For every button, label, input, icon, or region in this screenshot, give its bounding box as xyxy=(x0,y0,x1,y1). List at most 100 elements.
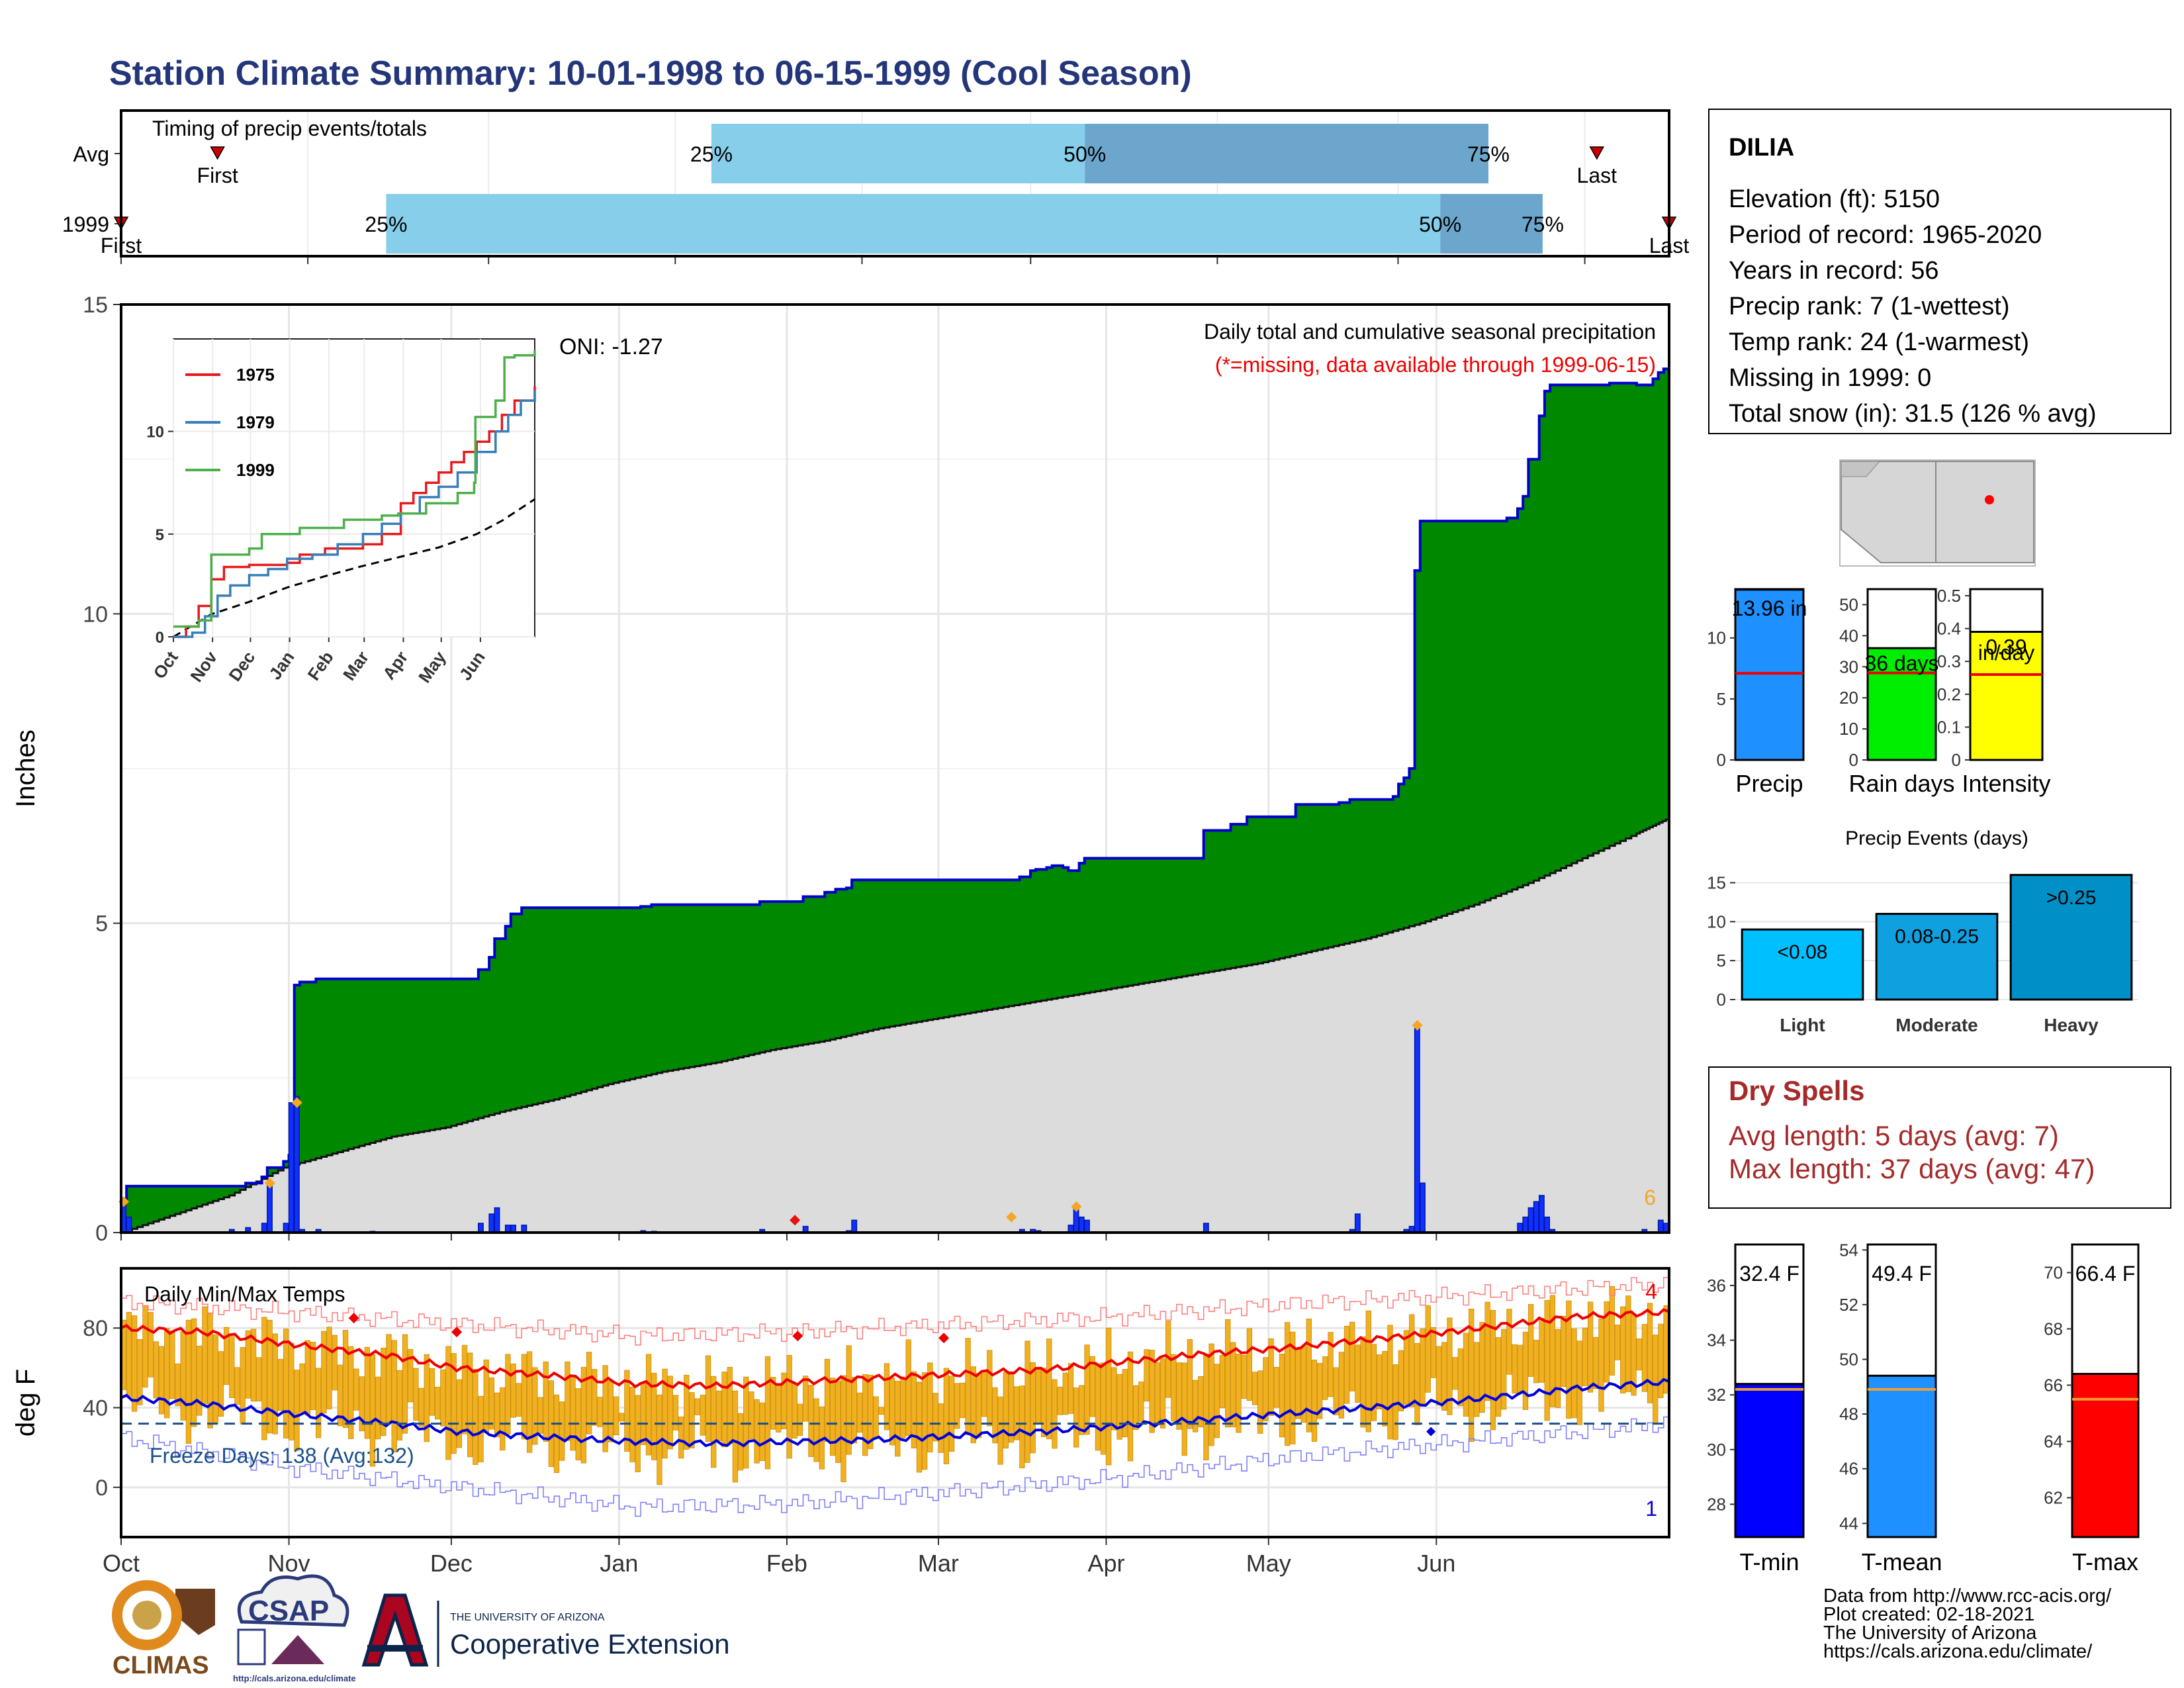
daily-temp-bar xyxy=(781,1372,787,1429)
daily-temp-bar xyxy=(1614,1325,1621,1360)
csap-wordmark: CSAP xyxy=(248,1595,329,1627)
summary-value-label: 13.96 in xyxy=(1732,596,1807,620)
daily-temp-bar xyxy=(678,1416,684,1459)
daily-temp-bar xyxy=(1539,1318,1545,1383)
precip-event-marker xyxy=(1071,1201,1082,1212)
daily-temp-bar xyxy=(1636,1338,1642,1371)
daily-temp-bar xyxy=(1290,1331,1296,1444)
daily-temp-bar xyxy=(326,1327,332,1409)
daily-temp-bar xyxy=(175,1363,181,1407)
inset-ytick-label: 5 xyxy=(156,526,164,544)
precip-panel-subtitle: (*=missing, data available through 1999-… xyxy=(1215,353,1656,377)
daily-temp-bar xyxy=(1403,1330,1410,1405)
events-category-label: Light xyxy=(1780,1015,1825,1035)
daily-temp-bar xyxy=(911,1371,917,1448)
daily-temp-bar xyxy=(689,1392,695,1448)
daily-temp-bar xyxy=(1517,1344,1523,1394)
daily-temp-bar xyxy=(267,1319,273,1434)
daily-temp-bar xyxy=(429,1368,435,1416)
daily-temp-bar xyxy=(841,1375,846,1482)
daily-temp-bar xyxy=(391,1340,397,1453)
daily-precip-bar xyxy=(1203,1223,1209,1233)
daily-temp-bar xyxy=(1095,1363,1101,1451)
daily-temp-bar xyxy=(1192,1380,1199,1432)
summary-value-label: 49.4 F xyxy=(1872,1262,1932,1286)
daily-temp-bar xyxy=(304,1340,310,1416)
temp-summary-panel: 28 30 32 34 36 32.4 F T-min 44 46 48 50 52 54 49.4 F T… xyxy=(1707,1240,2140,1575)
daily-temp-bar xyxy=(1463,1333,1469,1417)
daily-temp-bar xyxy=(223,1327,230,1385)
summary-ytick-label: 52 xyxy=(1839,1295,1858,1315)
daily-temp-bar xyxy=(1046,1338,1052,1440)
temp-ytick-label: 40 xyxy=(83,1396,108,1421)
summary-category-label: Intensity xyxy=(1962,770,2050,797)
daily-temp-bar xyxy=(694,1398,700,1415)
daily-temp-bar xyxy=(759,1402,765,1462)
daily-temp-bar xyxy=(272,1333,278,1434)
inset-legend-label: 1999 xyxy=(236,460,275,480)
timing-frame xyxy=(120,109,1670,258)
climas-wordmark: CLIMAS xyxy=(113,1652,209,1679)
precip-panel-title: Daily total and cumulative seasonal prec… xyxy=(1204,320,1656,344)
daily-temp-bar xyxy=(337,1364,343,1427)
summary-ytick-label: 50 xyxy=(1839,594,1858,614)
new-mexico-shape xyxy=(1935,461,2034,563)
daily-temp-bar xyxy=(1111,1367,1117,1430)
summary-ytick-label: 66 xyxy=(2044,1376,2063,1395)
climas-logo: CLIMAS xyxy=(112,1580,215,1679)
station-line: Missing in 1999: 0 xyxy=(1729,364,1931,392)
precip-ytick-label: 15 xyxy=(83,293,108,318)
daily-temp-bar xyxy=(711,1376,717,1468)
daily-temp-bar xyxy=(921,1372,928,1470)
daily-temp-bar xyxy=(1549,1295,1556,1407)
daily-precip-bar xyxy=(283,1223,289,1233)
daily-temp-bar xyxy=(862,1374,868,1456)
timing-bar-50-75 xyxy=(1085,124,1488,183)
events-bar xyxy=(2009,874,2133,1001)
summary-category-label: T-mean xyxy=(1861,1548,1942,1575)
events-ytick-label: 5 xyxy=(1717,951,1726,970)
daily-temp-bar xyxy=(1501,1329,1507,1410)
daily-temp-bar xyxy=(1619,1306,1626,1393)
timing-row-label: Avg xyxy=(73,142,109,166)
daily-temp-bar xyxy=(1593,1336,1599,1389)
daily-temp-bar xyxy=(602,1365,608,1452)
ua-small-text: THE UNIVERSITY OF ARIZONA xyxy=(450,1612,605,1623)
daily-temp-bar xyxy=(1236,1354,1242,1433)
daily-temp-bar xyxy=(873,1396,879,1438)
daily-temp-bar xyxy=(1171,1354,1177,1422)
daily-temp-bar xyxy=(1089,1356,1095,1417)
dry-spells-max: Max length: 37 days (avg: 47) xyxy=(1729,1153,2095,1184)
precip-event-marker xyxy=(291,1097,302,1108)
daily-temp-bar xyxy=(516,1383,522,1417)
summary-ytick-label: 10 xyxy=(1707,628,1726,648)
daily-temp-bar xyxy=(856,1392,863,1433)
events-value-label: 0.08-0.25 xyxy=(1895,926,1979,948)
daily-temp-bar xyxy=(635,1395,641,1472)
daily-temp-bar xyxy=(749,1391,754,1440)
daily-temp-bar xyxy=(1447,1317,1453,1415)
daily-temp-bar xyxy=(1435,1346,1442,1406)
daily-temp-bar xyxy=(662,1368,668,1459)
arizona-shape xyxy=(1841,461,1936,563)
summary-ytick-label: 0 xyxy=(1849,750,1858,770)
month-label: Mar xyxy=(918,1550,959,1577)
daily-temp-bar xyxy=(1079,1385,1085,1435)
daily-temp-bar xyxy=(1040,1368,1047,1437)
daily-temp-bar xyxy=(191,1318,197,1427)
daily-temp-bar xyxy=(1030,1362,1036,1454)
daily-temp-bar xyxy=(987,1350,993,1427)
summary-bar xyxy=(1734,1383,1805,1538)
daily-temp-bar xyxy=(1522,1331,1529,1410)
daily-temp-bar xyxy=(1338,1352,1345,1419)
daily-temp-bar xyxy=(645,1354,652,1456)
daily-temp-bar xyxy=(500,1387,506,1451)
daily-temp-bar xyxy=(131,1315,138,1412)
avg-max-line xyxy=(120,1308,1670,1390)
daily-precip-bar xyxy=(261,1223,267,1233)
daily-temp-bar xyxy=(1658,1323,1664,1399)
daily-temp-bar xyxy=(1241,1354,1247,1399)
daily-temp-bar xyxy=(1420,1328,1426,1407)
timing-pct-label: 25% xyxy=(690,142,733,166)
